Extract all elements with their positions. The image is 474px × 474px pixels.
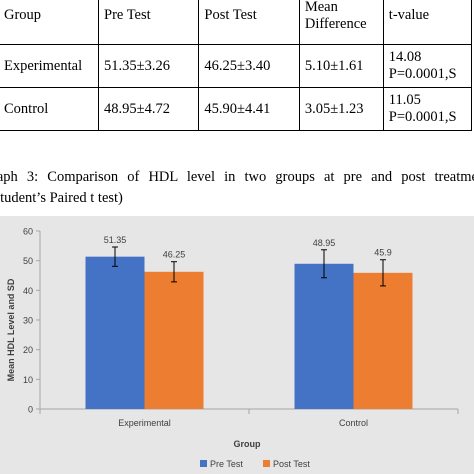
table-row: Experimental 51.35±3.26 46.25±3.40 5.10±…: [0, 44, 473, 88]
y-tick-label: 50: [23, 256, 33, 266]
chart-area: 0 10 20 30 40 50 60 51.35 46.25 Experimental 48.95…: [0, 216, 474, 474]
y-tick-label: 10: [23, 375, 33, 385]
cell-post: 45.90±4.41: [198, 87, 300, 131]
x-axis-title: Group: [234, 439, 261, 449]
data-label: 46.25: [163, 250, 186, 260]
cell-t-stat: 14.08: [388, 49, 422, 65]
cell-group: Experimental: [0, 44, 99, 88]
cell-diff: 3.05±1.23: [298, 87, 384, 131]
cell-group: Control: [0, 87, 99, 131]
header-mean-line1: Mean: [304, 0, 338, 15]
header-mean-difference: Mean Difference: [298, 0, 384, 45]
legend-swatch-post-test: [263, 460, 270, 467]
legend-label: Pre Test: [210, 459, 243, 469]
bar-pre-test: [294, 263, 354, 409]
caption-line-2: Student’s Paired t test): [0, 190, 123, 206]
results-table: Group Pre Test Post Test Mean Difference…: [0, 0, 473, 131]
x-category-label: Control: [339, 418, 368, 428]
cell-pre: 48.95±4.72: [97, 87, 200, 131]
y-tick-label: 40: [23, 286, 33, 296]
cell-t-value: 11.05 P=0.0001,S: [382, 87, 473, 131]
header-pre-test: Pre Test: [97, 0, 200, 45]
legend-label: Post Test: [273, 459, 310, 469]
caption-line-1: raph 3: Comparison of HDL level in two g…: [0, 169, 474, 185]
bar-post-test: [144, 271, 204, 409]
cell-p-value: P=0.0001,S: [388, 66, 457, 82]
y-tick-label: 0: [28, 405, 33, 415]
legend-swatch-pre-test: [200, 460, 207, 467]
bar-pre-test: [85, 256, 145, 409]
graph-caption: raph 3: Comparison of HDL level in two g…: [0, 167, 474, 209]
data-label: 45.9: [374, 248, 392, 258]
table-header-row: Group Pre Test Post Test Mean Difference…: [0, 0, 473, 45]
header-post-test: Post Test: [198, 0, 300, 45]
table-row: Control 48.95±4.72 45.90±4.41 3.05±1.23 …: [0, 87, 473, 131]
cell-p-value: P=0.0001,S: [388, 109, 457, 125]
y-tick-label: 30: [23, 316, 33, 326]
y-axis-title: Mean HDL Level and SD: [6, 278, 16, 381]
bar-post-test: [353, 272, 413, 409]
cell-diff: 5.10±1.61: [298, 44, 384, 88]
data-label: 48.95: [313, 238, 336, 248]
y-tick-label: 20: [23, 345, 33, 355]
cell-t-value: 14.08 P=0.0001,S: [382, 44, 473, 88]
y-tick-label: 60: [23, 227, 33, 237]
cell-t-stat: 11.05: [388, 92, 421, 108]
header-group: Group: [0, 0, 99, 45]
x-category-label: Experimental: [118, 418, 171, 428]
data-label: 51.35: [104, 235, 127, 245]
header-t-value: t-value: [382, 0, 473, 45]
cell-post: 46.25±3.40: [198, 44, 300, 88]
cell-pre: 51.35±3.26: [97, 44, 200, 88]
bar-chart: 0 10 20 30 40 50 60 51.35 46.25 Experimental 48.95…: [6, 227, 459, 469]
header-mean-line2: Difference: [304, 15, 367, 32]
